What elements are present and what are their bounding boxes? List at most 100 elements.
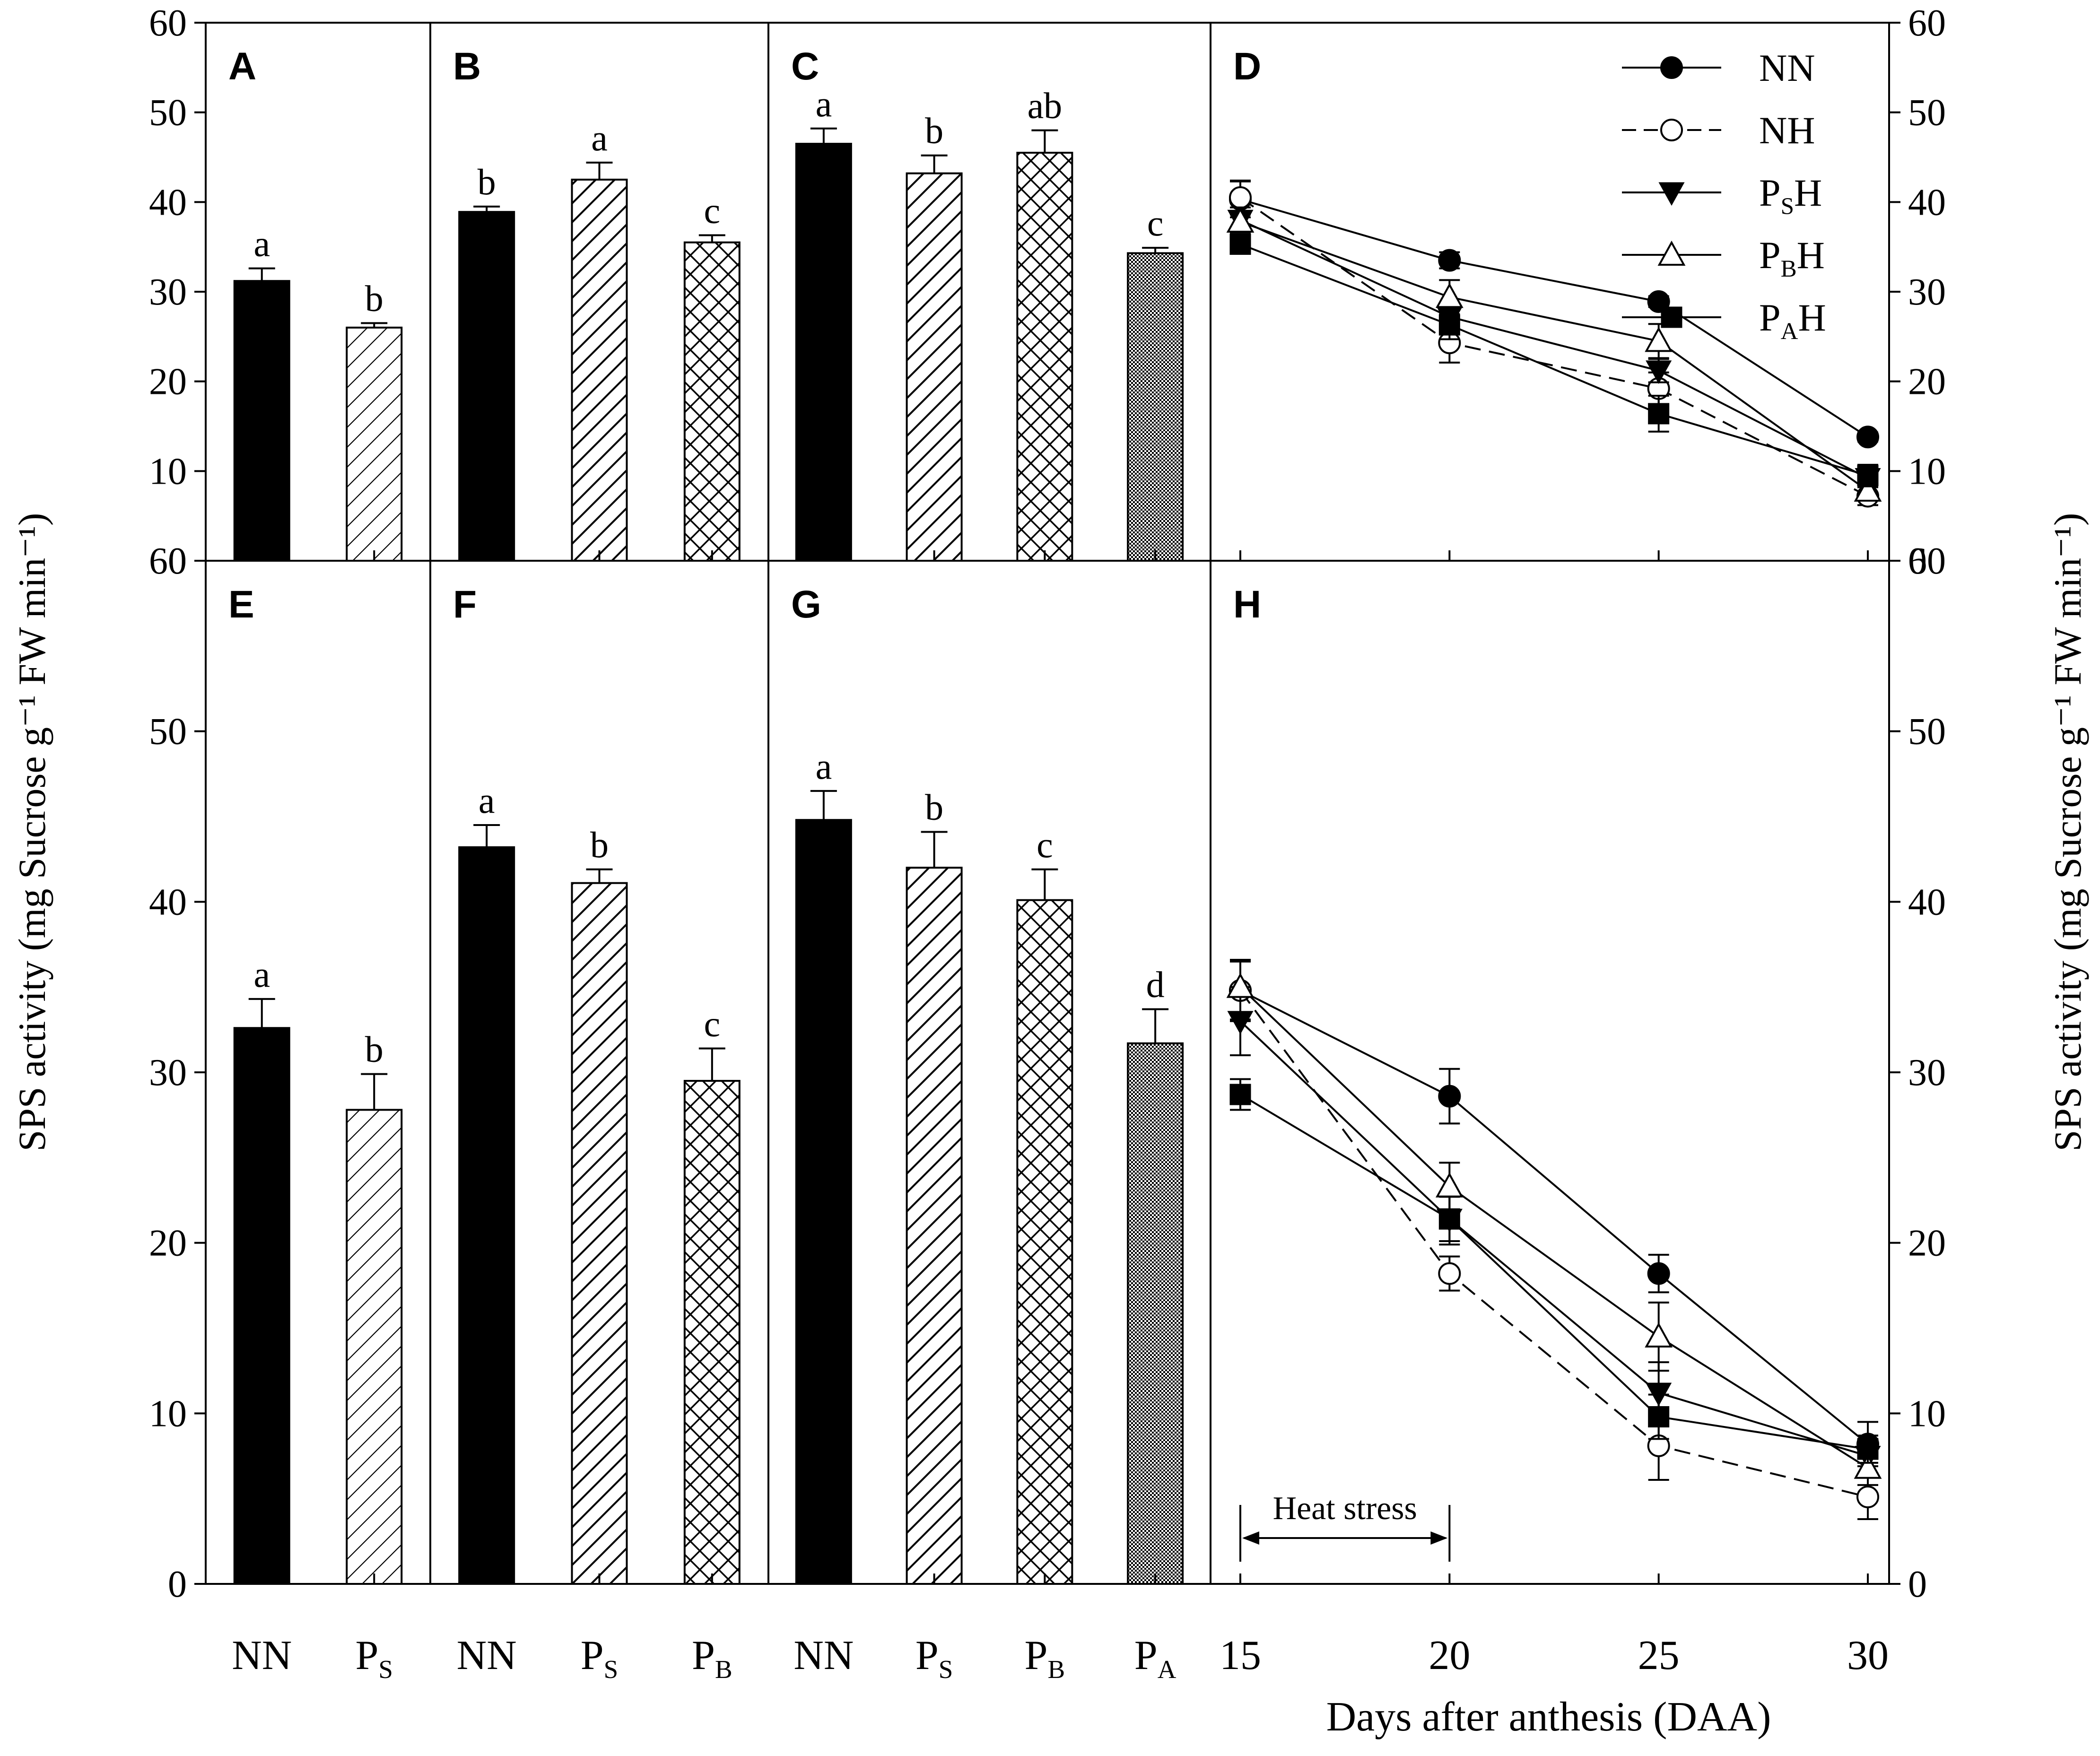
significance-letter: b (478, 161, 496, 202)
annotation-arrowhead (1430, 1531, 1448, 1545)
significance-letter: c (704, 1003, 721, 1044)
significance-letter: b (925, 110, 943, 151)
significance-letter: b (590, 824, 609, 865)
y-tick-label-right: 60 (1908, 2, 1946, 44)
significance-letter: a (479, 780, 495, 821)
series-line (1240, 221, 1869, 492)
series-line (1240, 198, 1869, 438)
marker-square-filled (1229, 1084, 1251, 1105)
y-tick-label-left: 30 (149, 1052, 187, 1094)
marker-circle-filled (1660, 56, 1683, 79)
panel-E: Ea b (205, 560, 431, 1585)
x-tick-label: 30 (1847, 1633, 1889, 1678)
marker-square-filled (1661, 306, 1682, 328)
y-tick-label-left: 20 (149, 361, 187, 403)
marker-triangle-up-open (1226, 207, 1255, 233)
legend-label: PBH (1759, 234, 1825, 282)
bar (683, 1080, 741, 1585)
marker-square-filled (1857, 465, 1879, 487)
panel-label-D: D (1233, 45, 1261, 88)
y-tick-label-left: 30 (149, 271, 187, 313)
significance-letter: ab (1028, 85, 1063, 126)
legend-label: PSH (1759, 171, 1822, 220)
y-tick-label-left: 50 (149, 92, 187, 134)
legend-label: NN (1759, 46, 1815, 89)
x-tick-label: 15 (1220, 1633, 1261, 1678)
legend-label: NH (1759, 109, 1815, 152)
bar (458, 211, 515, 562)
y-tick-label-left: 60 (149, 2, 187, 44)
bar (1127, 1042, 1184, 1585)
marker-triangle-up-open (1645, 327, 1673, 352)
marker-triangle-up-open (1645, 1322, 1673, 1348)
series-line (1239, 986, 1869, 1469)
annotation-arrowhead (1242, 1531, 1259, 1545)
series-line (1240, 219, 1868, 479)
significance-letter: b (365, 278, 383, 319)
marker-triangle-up-open (1854, 1453, 1882, 1479)
significance-letter: a (253, 223, 270, 264)
significance-letter: a (253, 954, 270, 995)
panel-G: Ga b c d (767, 560, 1211, 1585)
significance-letter: b (365, 1029, 383, 1070)
panel-label-A: A (228, 45, 256, 88)
bar (795, 143, 852, 562)
panel-label-G: G (791, 583, 821, 626)
y-tick-label-left: 20 (149, 1223, 187, 1264)
marker-square-filled (1857, 1438, 1879, 1460)
series-line (1239, 990, 1868, 1498)
series-line (1239, 1094, 1868, 1451)
bar (233, 280, 290, 562)
x-category-label: PS (915, 1633, 953, 1684)
y-tick-label-right: 30 (1908, 271, 1946, 313)
marker-triangle-down (1646, 360, 1672, 384)
legend-label: PAH (1759, 296, 1826, 345)
marker-circle-filled (1438, 249, 1461, 272)
y-tick-label-right: 10 (1908, 1393, 1946, 1434)
x-category-label: PS (355, 1633, 393, 1684)
panel-label-F: F (453, 583, 477, 626)
y-tick-label-right: 40 (1908, 182, 1946, 223)
significance-letter: c (1147, 202, 1164, 243)
significance-letter: d (1146, 964, 1165, 1005)
marker-square-filled (1648, 403, 1670, 425)
marker-circle-filled (1438, 1085, 1461, 1108)
significance-letter: a (591, 117, 608, 158)
panel-F: Fa b c (429, 560, 769, 1585)
y-tick-label-left: 0 (168, 540, 187, 582)
marker-triangle-up-open (1657, 240, 1686, 266)
y-axis-label-left: SPS activity (mg Sucrose g⁻¹ FW min⁻¹) (10, 513, 53, 1152)
marker-circle-filled (1647, 1262, 1670, 1285)
x-category-label: PB (1025, 1633, 1065, 1684)
x-tick-label: 25 (1638, 1633, 1680, 1678)
panel-frame (1210, 22, 1890, 562)
y-tick-label-right: 10 (1908, 451, 1946, 492)
marker-triangle-up-open (1435, 283, 1464, 308)
y-tick-label-right: 0 (1908, 540, 1927, 582)
y-tick-label-right: 40 (1908, 881, 1946, 923)
panel-label-E: E (228, 583, 254, 626)
x-category-label: NN (457, 1633, 517, 1678)
panel-label-H: H (1233, 583, 1261, 626)
bar (1016, 899, 1073, 1585)
panel-label-B: B (453, 45, 481, 88)
y-tick-label-left: 0 (168, 1564, 187, 1605)
y-tick-label-right: 20 (1908, 1223, 1946, 1264)
y-tick-label-right: 0 (1908, 1564, 1927, 1605)
panel-B: Bb a c (429, 22, 769, 562)
x-category-label: NN (793, 1633, 854, 1678)
marker-circle-filled (1856, 426, 1879, 449)
bar (571, 178, 628, 562)
marker-circle-open (1438, 1262, 1461, 1285)
y-tick-label-left: 10 (149, 451, 187, 492)
significance-letter: c (1037, 824, 1053, 865)
x-category-label: PA (1134, 1633, 1176, 1684)
y-tick-label-right: 20 (1908, 361, 1946, 403)
marker-circle-open (1229, 186, 1252, 209)
bar (571, 882, 628, 1585)
panel-label-C: C (791, 45, 819, 88)
x-axis-label: Days after anthesis (DAA) (1326, 1694, 1771, 1740)
marker-circle-open (1856, 1486, 1879, 1509)
